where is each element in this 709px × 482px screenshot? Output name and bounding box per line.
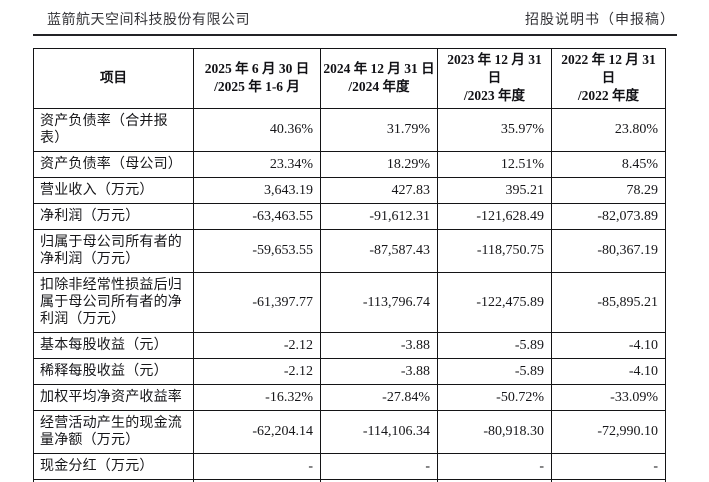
- company-name: 蓝箭航天空间科技股份有限公司: [47, 13, 250, 28]
- row-value: 23.80%: [551, 107, 666, 152]
- row-value: -80,367.19: [551, 228, 666, 273]
- row-value: 40.36%: [193, 107, 321, 152]
- row-value: -118,750.75: [437, 228, 552, 273]
- row-value: 8.45%: [551, 150, 666, 178]
- financial-summary-table: 项目 2025 年 6 月 30 日 /2025 年 1-6 月 2024 年 …: [33, 48, 666, 482]
- column-header-period-2024: 2024 年 12 月 31 日 /2024 年度: [320, 48, 438, 109]
- row-value: -4.10: [551, 357, 666, 385]
- document-header: 蓝箭航天空间科技股份有限公司 招股说明书（申报稿）: [33, 9, 677, 36]
- table-header-row: 项目 2025 年 6 月 30 日 /2025 年 1-6 月 2024 年 …: [33, 48, 666, 109]
- row-value: -87,587.43: [320, 228, 438, 273]
- row-value: -: [437, 452, 552, 480]
- row-value: 62231.80%: [551, 478, 666, 482]
- row-value: -122,475.89: [437, 271, 552, 333]
- table-row: 基本每股收益（元） -2.12 -3.88 -5.89 -4.10: [33, 331, 666, 359]
- row-value: 395.21: [437, 176, 552, 204]
- table-row: 归属于母公司所有者的净利润（万元） -59,653.55 -87,587.43 -11…: [33, 228, 666, 273]
- period-span-line: /2025 年 1-6 月: [214, 79, 300, 95]
- row-label: 净利润（万元）: [33, 202, 194, 230]
- row-value: -62,204.14: [193, 409, 321, 454]
- row-value: 31.79%: [320, 107, 438, 152]
- row-value: -5.89: [437, 331, 552, 359]
- period-span-line: /2023 年度: [463, 88, 526, 104]
- row-value: -91,612.31: [320, 202, 438, 230]
- column-header-period-2023: 2023 年 12 月 31 日 /2023 年度: [437, 48, 552, 109]
- row-value: -59,653.55: [193, 228, 321, 273]
- document-title: 招股说明书（申报稿）: [525, 13, 675, 28]
- column-header-period-2022: 2022 年 12 月 31 日 /2022 年度: [551, 48, 666, 109]
- row-value: -80,918.30: [437, 409, 552, 454]
- period-span-line: /2022 年度: [577, 88, 640, 104]
- row-value: -121,628.49: [437, 202, 552, 230]
- row-value: -: [551, 452, 666, 480]
- row-value: 78.29: [551, 176, 666, 204]
- table-row: 研发投入占营业收入的比例987.01%14318.09%21012.51%622…: [33, 478, 666, 482]
- row-label: 资产负债率（合并报表）: [33, 107, 194, 152]
- row-value: -82,073.89: [551, 202, 666, 230]
- row-value: 18.29%: [320, 150, 438, 178]
- row-value: -3.88: [320, 357, 438, 385]
- row-value: -85,895.21: [551, 271, 666, 333]
- row-value: -: [320, 452, 438, 480]
- row-value: -114,106.34: [320, 409, 438, 454]
- row-value: -2.12: [193, 357, 321, 385]
- table-row: 资产负债率（母公司） 23.34% 18.29% 12.51% 8.45%: [33, 150, 666, 178]
- column-header-period-2025: 2025 年 6 月 30 日 /2025 年 1-6 月: [193, 48, 321, 109]
- row-value: -: [193, 452, 321, 480]
- row-value: -4.10: [551, 331, 666, 359]
- row-value: -16.32%: [193, 383, 321, 411]
- table-row: 现金分红（万元） - - - -: [33, 452, 666, 480]
- table-row: 营业收入（万元） 3,643.19 427.83 395.21 78.29: [33, 176, 666, 204]
- table-body: 资产负债率（合并报表） 40.36% 31.79% 35.97% 23.80% 资产负债率…: [33, 107, 666, 482]
- row-value: -27.84%: [320, 383, 438, 411]
- row-value: 427.83: [320, 176, 438, 204]
- period-span-line: /2024 年度: [348, 79, 410, 95]
- row-label: 归属于母公司所有者的净利润（万元）: [33, 228, 194, 273]
- row-value: -2.12: [193, 331, 321, 359]
- row-label: 扣除非经常性损益后归属于母公司所有者的净利润（万元）: [33, 271, 194, 333]
- row-value: 3,643.19: [193, 176, 321, 204]
- row-value: -113,796.74: [320, 271, 438, 333]
- period-date-line: 2023 年 12 月 31 日: [447, 52, 542, 86]
- row-value: -3.88: [320, 331, 438, 359]
- period-date-line: 2022 年 12 月 31 日: [561, 52, 656, 86]
- table-row: 加权平均净资产收益率 -16.32% -27.84% -50.72% -33.09%: [33, 383, 666, 411]
- period-date-line: 2025 年 6 月 30 日: [204, 61, 310, 77]
- row-label: 加权平均净资产收益率: [33, 383, 194, 411]
- row-value: 35.97%: [437, 107, 552, 152]
- row-label: 基本每股收益（元）: [33, 331, 194, 359]
- row-value: 23.34%: [193, 150, 321, 178]
- table-row: 稀释每股收益（元） -2.12 -3.88 -5.89 -4.10: [33, 357, 666, 385]
- row-value: -61,397.77: [193, 271, 321, 333]
- table-row: 净利润（万元） -63,463.55 -91,612.31 -121,628.49 -8…: [33, 202, 666, 230]
- row-value: 12.51%: [437, 150, 552, 178]
- row-value: -33.09%: [551, 383, 666, 411]
- row-value: -5.89: [437, 357, 552, 385]
- table-row: 扣除非经常性损益后归属于母公司所有者的净利润（万元） -61,397.77 -113…: [33, 271, 666, 333]
- row-label: 现金分红（万元）: [33, 452, 194, 480]
- row-value: -63,463.55: [193, 202, 321, 230]
- row-label: 稀释每股收益（元）: [33, 357, 194, 385]
- table-row: 资产负债率（合并报表） 40.36% 31.79% 35.97% 23.80%: [33, 107, 666, 152]
- row-value: -72,990.10: [551, 409, 666, 454]
- row-label: 资产负债率（母公司）: [33, 150, 194, 178]
- row-label: 营业收入（万元）: [33, 176, 194, 204]
- row-label: 经营活动产生的现金流量净额（万元）: [33, 409, 194, 454]
- column-header-item: 项目: [33, 48, 194, 109]
- table-row: 经营活动产生的现金流量净额（万元） -62,204.14 -114,106.34 -8…: [33, 409, 666, 454]
- row-value: -50.72%: [437, 383, 552, 411]
- period-date-line: 2024 年 12 月 31 日: [323, 61, 435, 77]
